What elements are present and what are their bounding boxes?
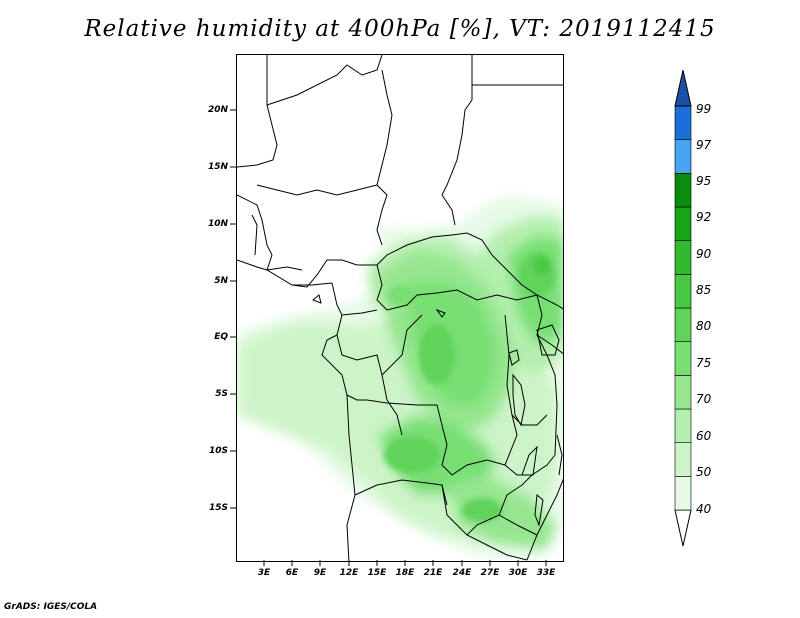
colorbar-label-40: 40 [696,502,712,516]
colorbar-segment-2 [674,442,692,477]
colorbar-segment-13 [674,70,692,107]
lat-label-eq: EQ [214,332,228,342]
colorbar-label-70: 70 [696,392,712,406]
lon-label-30e: 30E [508,568,528,578]
colorbar-segment-0 [674,509,692,547]
colorbar-segment-8 [674,240,692,275]
colorbar-label-50: 50 [696,465,712,479]
lat-label-20n: 20N [207,105,228,115]
colorbar-segment-12 [674,105,692,140]
lon-label-15e: 15E [367,568,387,578]
colorbar-label-60: 60 [696,429,712,443]
lat-ticks [230,109,236,509]
colorbar-segment-3 [674,408,692,443]
lat-label-15n: 15N [207,162,228,172]
lon-label-9e: 9E [313,568,327,578]
lon-label-33e: 33E [536,568,556,578]
colorbar-label-85: 85 [696,283,712,297]
colorbar-label-92: 92 [696,210,712,224]
colorbar-label-75: 75 [696,356,712,370]
lat-label-10s: 10S [208,446,228,456]
lat-label-10n: 10N [207,219,228,229]
country-borders [237,55,563,561]
humidity-map [237,55,563,561]
colorbar-segment-10 [674,173,692,208]
lon-label-3e: 3E [257,568,271,578]
colorbar-segment-1 [674,476,692,511]
colorbar-label-95: 95 [696,174,712,188]
map-plot-area [236,54,564,562]
map-title: Relative humidity at 400hPa [%], VT: 201… [84,16,716,42]
grads-credit: GrADS: IGES/COLA [4,602,98,612]
lon-ticks [263,560,547,566]
lon-label-21e: 21E [423,568,443,578]
colorbar-segment-11 [674,139,692,174]
lon-label-6e: 6E [285,568,299,578]
lat-label-15s: 15S [208,503,228,513]
colorbar-segment-6 [674,307,692,342]
lakes [312,294,560,527]
lon-label-27e: 27E [480,568,500,578]
colorbar-label-80: 80 [696,319,712,333]
lat-label-5s: 5S [215,389,228,399]
colorbar-segment-7 [674,274,692,309]
colorbar-segment-4 [674,375,692,410]
colorbar-label-99: 99 [696,102,712,116]
lon-label-18e: 18E [395,568,415,578]
colorbar-segment-9 [674,206,692,241]
humidity-shading-core [384,253,555,522]
lon-label-24e: 24E [452,568,472,578]
colorbar [674,70,692,547]
colorbar-label-90: 90 [696,247,712,261]
colorbar-segment-5 [674,341,692,376]
lat-label-5n: 5N [214,276,228,286]
lon-label-12e: 12E [339,568,359,578]
colorbar-label-97: 97 [696,138,712,152]
